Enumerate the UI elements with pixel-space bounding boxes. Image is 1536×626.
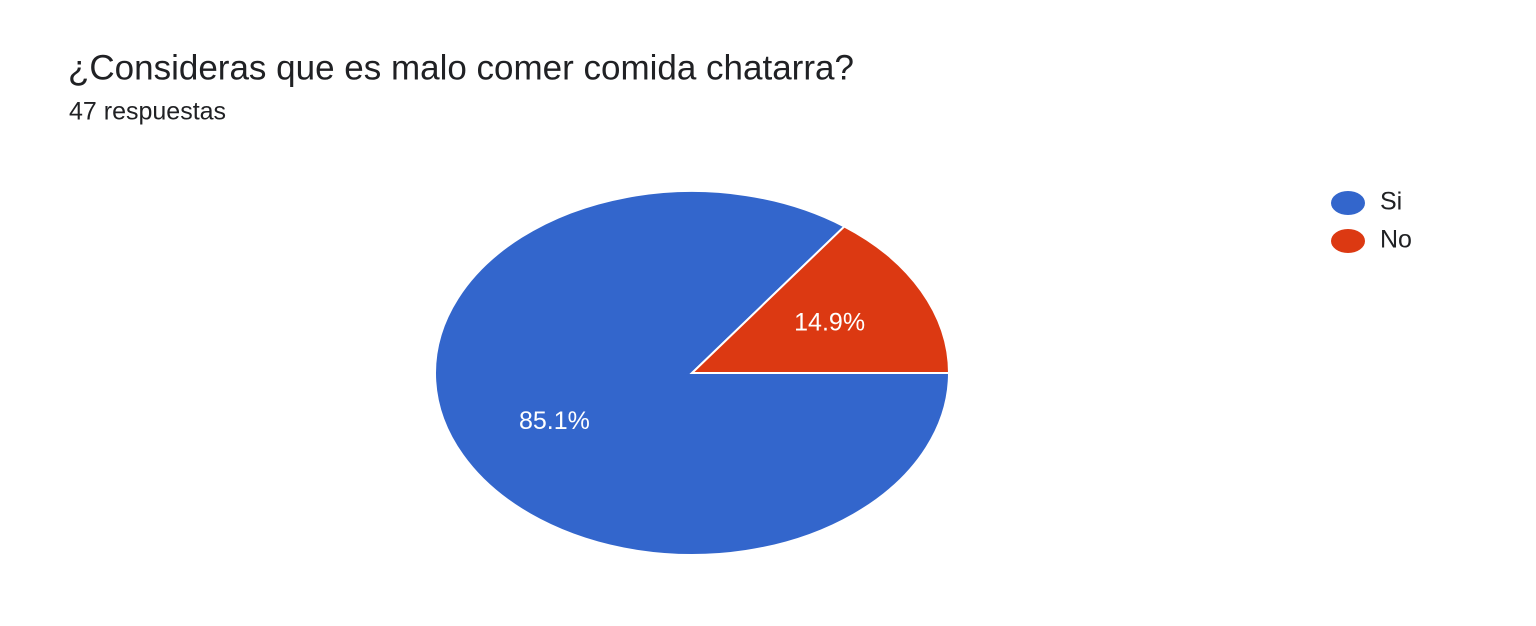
legend-label: No (1380, 226, 1412, 254)
data-label: 85.1% (519, 407, 590, 435)
chart-subtitle: 47 respuestas (69, 98, 226, 126)
data-label: 14.9% (794, 308, 865, 336)
chart-title: ¿Consideras que es malo comer comida cha… (68, 48, 854, 87)
legend-label: Si (1380, 188, 1402, 216)
pie-slice (689, 225, 951, 374)
legend-swatch (1331, 229, 1365, 253)
pie-slice (434, 190, 951, 556)
legend-swatch (1331, 191, 1365, 215)
